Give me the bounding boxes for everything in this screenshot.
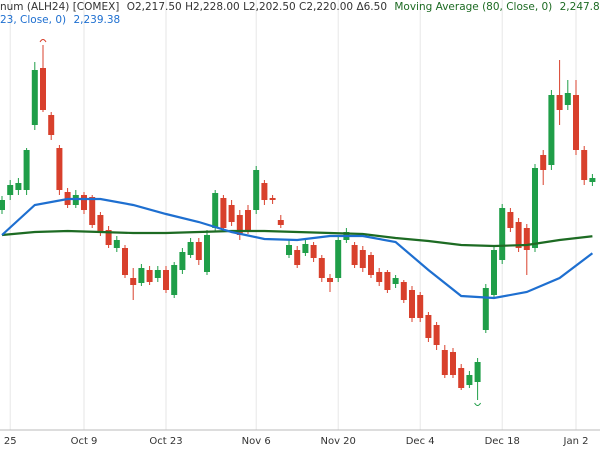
legend-value: 2,247.89 <box>560 1 600 13</box>
candle-body <box>359 250 366 268</box>
quote: O2,217.50 H2,228.00 L2,202.50 C2,220.00 … <box>127 1 387 13</box>
candle-body <box>48 115 55 135</box>
candle-body <box>581 150 588 180</box>
candle-body <box>548 95 555 165</box>
candle-body <box>0 200 5 210</box>
x-tick-label: Nov 6 <box>242 436 271 447</box>
candle-body <box>195 242 202 260</box>
candle-body <box>236 215 243 235</box>
candle-body <box>15 183 22 190</box>
candle-body <box>474 362 481 382</box>
candle-body <box>89 197 96 225</box>
candle-body <box>179 252 186 270</box>
candle-body <box>425 315 432 338</box>
candle-body <box>532 168 538 248</box>
low-marker <box>474 402 482 406</box>
candle-body <box>163 270 169 290</box>
candle-body <box>245 210 251 230</box>
x-tick-label: Dec 4 <box>406 436 435 447</box>
candle-body <box>392 278 399 284</box>
candle-body <box>138 268 145 283</box>
candle-body <box>7 185 14 195</box>
symbol: num (ALH24) [COMEX] <box>0 1 119 13</box>
candle-body <box>253 170 260 210</box>
candle-body <box>351 245 358 265</box>
candle-body <box>556 95 563 110</box>
candle-body <box>146 270 153 282</box>
candle-body <box>310 245 317 258</box>
x-tick-label: Oct 9 <box>71 436 98 447</box>
legend-entry: 23, Close, 0) <box>0 14 66 26</box>
candle-body <box>40 68 46 110</box>
candle-body <box>97 215 104 232</box>
candle-body <box>261 183 268 200</box>
plot <box>0 39 596 406</box>
candle-body <box>187 242 194 255</box>
moving-average-line <box>1 197 594 300</box>
candle-body <box>286 245 292 255</box>
candle-body <box>499 208 506 260</box>
candle-body <box>368 255 374 275</box>
candle-body <box>417 295 424 318</box>
candle-body <box>228 205 235 222</box>
candle-body <box>113 240 120 248</box>
candle-body <box>433 325 440 345</box>
candle-body <box>23 150 30 190</box>
legend-value: 2,239.38 <box>73 14 120 26</box>
candle-body <box>105 230 112 245</box>
legend-entry: Moving Average (80, Close, 0) <box>394 1 552 13</box>
x-tick-label: Dec 18 <box>485 436 520 447</box>
candle-body <box>450 352 456 375</box>
candle-body <box>491 250 497 295</box>
candle-body <box>294 250 301 265</box>
candle-body <box>171 265 178 295</box>
candle-body <box>458 368 465 388</box>
x-tick-label: Oct 23 <box>149 436 182 447</box>
candle-body <box>56 148 63 190</box>
candle-body <box>154 270 161 278</box>
candle-body <box>335 240 342 278</box>
x-tick-label: Nov 20 <box>320 436 355 447</box>
candle-body <box>81 195 87 210</box>
header-line: num (ALH24) [COMEX] O2,217.50 H2,228.00 … <box>0 1 600 13</box>
candle-body <box>589 178 596 182</box>
candle-body <box>507 212 514 228</box>
candle-body <box>376 272 383 282</box>
candle-body <box>409 290 415 318</box>
candle-body <box>212 193 219 228</box>
candle-body <box>384 272 391 290</box>
x-tick-label: Jan 2 <box>563 436 589 447</box>
candle-body <box>441 350 448 375</box>
candle-body <box>515 222 522 248</box>
high-marker <box>39 39 47 43</box>
candle-body <box>523 228 530 250</box>
candle-body <box>327 278 333 282</box>
candle-body <box>466 375 473 385</box>
candle-body <box>318 258 325 278</box>
candle-body <box>31 70 38 125</box>
candle-body <box>130 278 137 285</box>
header-line: 23, Close, 0) 2,239.38 <box>0 14 120 26</box>
candle-body <box>122 248 128 275</box>
candle-body <box>277 220 284 225</box>
candle-body <box>204 235 210 272</box>
candle-body <box>220 198 227 228</box>
candle-body <box>540 155 547 170</box>
candle-body <box>400 282 407 300</box>
candle-body <box>302 244 309 253</box>
x-tick-label: 25 <box>4 436 17 447</box>
moving-average-line <box>1 229 593 248</box>
candle-body <box>482 288 489 330</box>
candle-body <box>269 198 276 200</box>
candle-body <box>564 93 571 105</box>
candle-body <box>573 95 579 150</box>
